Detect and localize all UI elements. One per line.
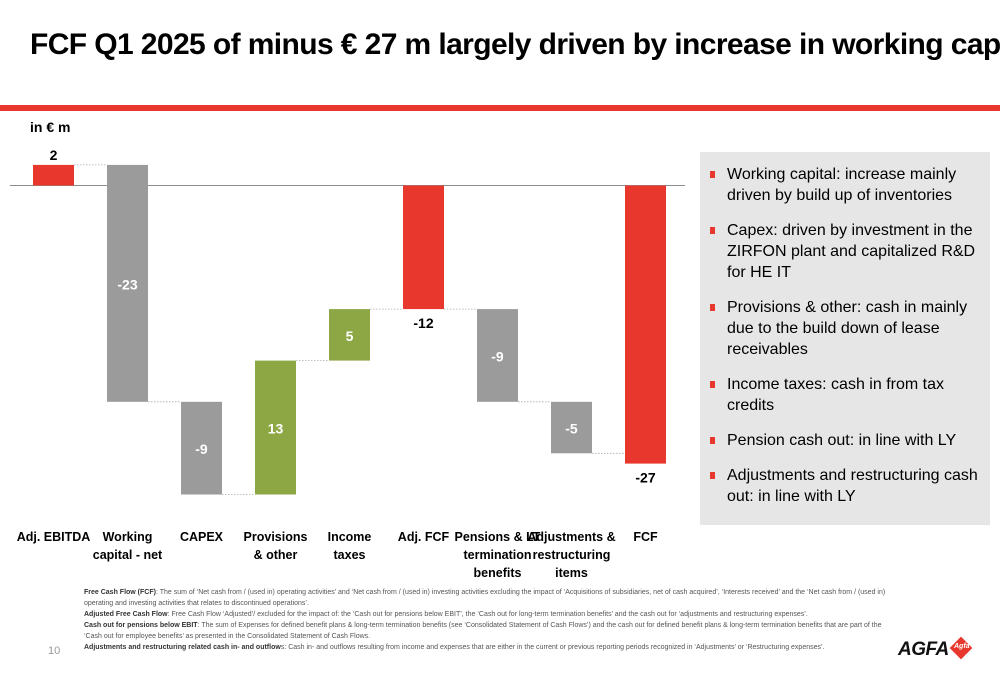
footnote-text: : Free Cash Flow ‘Adjusted’/ excluded fo… <box>167 611 808 618</box>
value-label: -9 <box>195 441 208 457</box>
footnotes: Free Cash Flow (FCF): The sum of ‘Net ca… <box>84 587 899 653</box>
note-item: Income taxes: cash in from tax credits <box>710 374 978 416</box>
page-number: 10 <box>48 645 61 657</box>
footnote-text: : The sum of ‘Net cash from / (used in) … <box>84 589 886 607</box>
footnote: Adjustments and restructuring related ca… <box>84 642 899 653</box>
bullet-icon <box>710 171 715 178</box>
category-label: capital - net <box>93 548 163 562</box>
bullet-icon <box>710 381 715 388</box>
category-label: CAPEX <box>180 530 224 544</box>
category-label: restructuring <box>533 548 611 562</box>
bullet-icon <box>710 227 715 234</box>
bar <box>329 309 370 361</box>
category-label: Adj. EBITDA <box>17 530 91 544</box>
category-label: Pensions & LT <box>455 530 541 544</box>
note-text: Pension cash out: in line with LY <box>727 432 957 449</box>
value-label: 5 <box>346 328 354 344</box>
note-text: Income taxes: cash in from tax credits <box>727 376 944 414</box>
bar <box>625 185 666 464</box>
category-label: FCF <box>633 530 658 544</box>
footnote-term: Adjusted Free Cash Flow <box>84 611 168 618</box>
category-label: items <box>555 566 588 580</box>
value-label: -5 <box>565 421 578 437</box>
note-item: Pension cash out: in line with LY <box>710 430 978 451</box>
category-label: benefits <box>474 566 522 580</box>
category-label: Working <box>103 530 153 544</box>
bullet-icon <box>710 437 715 444</box>
category-label: Income <box>328 530 372 544</box>
footnote-text: s: Cash in- and outflows resulting from … <box>280 644 825 651</box>
bar <box>181 401 222 495</box>
footnote: Cash out for pensions below EBIT: The su… <box>84 620 899 642</box>
value-label: 13 <box>268 421 284 437</box>
title-divider <box>0 105 1000 111</box>
bar <box>551 401 592 454</box>
bar <box>255 360 296 495</box>
logo-mark-text: Agfa <box>954 643 970 650</box>
unit-label: in € m <box>30 119 71 135</box>
note-text: Capex: driven by investment in the ZIRFO… <box>727 222 976 281</box>
notes-panel: Working capital: increase mainly driven … <box>700 152 990 525</box>
category-label: Provisions <box>244 530 308 544</box>
note-text: Provisions & other: cash in mainly due t… <box>727 299 968 358</box>
note-text: Working capital: increase mainly driven … <box>727 166 957 204</box>
value-label: -9 <box>491 348 504 364</box>
bar <box>107 164 148 402</box>
category-label: Adjustments & <box>527 530 615 544</box>
note-item: Capex: driven by investment in the ZIRFO… <box>710 220 978 283</box>
bar <box>477 309 518 402</box>
agfa-logo: AGFA Agfa <box>898 636 978 662</box>
page-title: FCF Q1 2025 of minus € 27 m largely driv… <box>30 28 1000 61</box>
note-text: Adjustments and restructuring cash out: … <box>727 467 978 505</box>
footnote-term: Free Cash Flow (FCF) <box>84 589 156 596</box>
value-label: -12 <box>413 315 433 331</box>
category-label: & other <box>254 548 298 562</box>
note-item: Provisions & other: cash in mainly due t… <box>710 297 978 360</box>
bullet-icon <box>710 472 715 479</box>
waterfall-chart: 2 -23 -9 13 5 -12 -9 -5 -27 Adj. EBITDA Working cap… <box>10 147 685 580</box>
note-item: Working capital: increase mainly driven … <box>710 164 978 206</box>
footnote: Free Cash Flow (FCF): The sum of ‘Net ca… <box>84 587 899 609</box>
footnote: Adjusted Free Cash Flow: Free Cash Flow … <box>84 609 899 620</box>
note-item: Adjustments and restructuring cash out: … <box>710 465 978 507</box>
footnote-term: Adjustments and restructuring related ca… <box>84 644 281 651</box>
bar <box>403 185 444 310</box>
value-label: 2 <box>50 147 58 163</box>
notes-list: Working capital: increase mainly driven … <box>700 152 990 507</box>
category-label: taxes <box>334 548 366 562</box>
bullet-icon <box>710 304 715 311</box>
value-label: -23 <box>117 276 137 292</box>
value-label: -27 <box>635 470 655 486</box>
category-label: termination <box>463 548 531 562</box>
logo-wordmark: AGFA <box>898 639 949 660</box>
bar <box>33 164 74 186</box>
category-label: Adj. FCF <box>398 530 450 544</box>
footnote-term: Cash out for pensions below EBIT <box>84 622 198 629</box>
footnote-text: : The sum of Expenses for defined benefi… <box>84 622 882 640</box>
